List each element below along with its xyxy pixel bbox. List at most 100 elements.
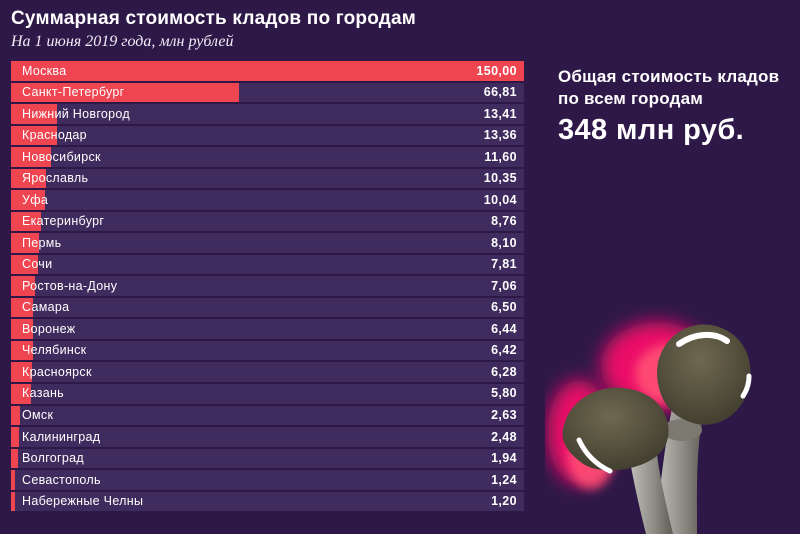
summary-total: 348 млн руб. xyxy=(558,114,745,146)
bar xyxy=(11,448,18,469)
bar-label: Ярославль xyxy=(22,171,89,186)
bar xyxy=(11,427,20,447)
bar xyxy=(11,168,47,189)
bar-value: 2,63 xyxy=(491,408,517,423)
summary-panel: Общая стоимость кладов по всем городам 3… xyxy=(558,66,788,147)
mushroom-right-ring xyxy=(662,419,702,441)
bar-value: 8,76 xyxy=(491,214,517,229)
bar-label: Уфа xyxy=(22,192,49,207)
bar-value: 6,44 xyxy=(491,321,517,336)
bar-value: 13,36 xyxy=(483,128,517,143)
bar xyxy=(11,276,36,296)
bar-row: Калининград 2,48 xyxy=(11,427,524,447)
bar-label: Новосибирск xyxy=(22,149,101,164)
bar xyxy=(11,491,16,512)
bar xyxy=(11,297,34,318)
bar-label: Москва xyxy=(22,63,67,78)
bar-label: Казань xyxy=(22,386,64,401)
bar-label: Краснодар xyxy=(22,128,87,143)
bar-row: Москва 150,00 xyxy=(11,61,524,81)
bar-row: Челябинск 6,42 xyxy=(11,340,524,361)
bar xyxy=(11,61,524,81)
bar-row: Санкт-Петербург 66,81 xyxy=(11,82,524,103)
bar-value: 7,81 xyxy=(491,257,517,272)
bar-label: Сочи xyxy=(22,257,53,272)
bar xyxy=(11,362,33,382)
bar-value: 13,41 xyxy=(483,106,517,121)
mushroom-left xyxy=(562,387,673,534)
bar-row: Самара 6,50 xyxy=(11,297,524,318)
bar-row: Красноярск 6,28 xyxy=(11,362,524,382)
bar-row: Волгоград 1,94 xyxy=(11,448,524,469)
bar-label: Омск xyxy=(22,408,54,423)
bar-value: 11,60 xyxy=(484,149,517,164)
bar-row: Севастополь 1,24 xyxy=(11,470,524,490)
bar-label: Ростов-на-Дону xyxy=(22,278,118,293)
bar-label: Санкт-Петербург xyxy=(22,85,125,100)
bar-row: Уфа 10,04 xyxy=(11,190,524,210)
mushroom-left-stem xyxy=(629,454,673,534)
bar xyxy=(11,233,39,253)
bar-value: 10,04 xyxy=(483,192,517,207)
bar-row: Казань 5,80 xyxy=(11,383,524,404)
bar-value: 7,06 xyxy=(491,278,517,293)
bar-row: Омск 2,63 xyxy=(11,405,524,426)
bar xyxy=(11,470,16,490)
bar xyxy=(11,340,33,361)
bar-value: 150,00 xyxy=(476,63,517,78)
bar xyxy=(11,147,51,167)
bar-label: Калининград xyxy=(22,429,101,444)
bar-value: 8,10 xyxy=(491,235,517,250)
summary-label: Общая стоимость кладов по всем городам xyxy=(558,66,788,110)
bar-row: Пермь 8,10 xyxy=(11,233,524,253)
chart-header: Суммарная стоимость кладов по городам На… xyxy=(11,8,416,51)
bar-label: Волгоград xyxy=(22,451,85,466)
bar-value: 6,50 xyxy=(491,300,517,315)
bar-row: Ярославль 10,35 xyxy=(11,168,524,189)
mushroom-right xyxy=(655,324,752,534)
cap-highlight-small xyxy=(740,373,752,399)
bar-value: 6,42 xyxy=(491,343,517,358)
bar-row: Ростов-на-Дону 7,06 xyxy=(11,276,524,296)
bar-label: Севастополь xyxy=(22,472,101,487)
bar xyxy=(11,319,34,339)
bar-label: Екатеринбург xyxy=(22,214,105,229)
bar xyxy=(11,405,20,426)
bar xyxy=(11,125,57,146)
bar-row: Набережные Челны 1,20 xyxy=(11,491,524,512)
bar-label: Набережные Челны xyxy=(22,494,144,509)
bar-row: Краснодар 13,36 xyxy=(11,125,524,146)
bar-row: Нижний Новгород 13,41 xyxy=(11,104,524,124)
bar-label: Челябинск xyxy=(22,343,87,358)
summary-label-line1: Общая стоимость кладов xyxy=(558,67,780,86)
bar-label: Красноярск xyxy=(22,364,92,379)
bar xyxy=(11,211,41,232)
bar-value: 2,48 xyxy=(491,429,517,444)
mushrooms-illustration xyxy=(547,322,752,534)
cap-highlight xyxy=(676,332,730,347)
bar xyxy=(11,383,31,404)
bar-label: Пермь xyxy=(22,235,62,250)
page-title: Суммарная стоимость кладов по городам xyxy=(11,8,417,29)
bar xyxy=(11,104,57,124)
bar-row: Воронеж 6,44 xyxy=(11,319,524,339)
bar-value: 66,81 xyxy=(483,85,517,100)
bar-row: Екатеринбург 8,76 xyxy=(11,211,524,232)
bar-chart: Москва 150,00 Санкт-Петербург 66,81 Нижний Н… xyxy=(11,61,524,512)
summary-label-line2: по всем городам xyxy=(558,89,703,108)
bar-label: Нижний Новгород xyxy=(22,106,130,121)
bar-label: Самара xyxy=(22,300,70,315)
bar-value: 1,20 xyxy=(491,494,517,509)
mushroom-right-cap xyxy=(657,324,751,425)
bar xyxy=(11,190,46,210)
bar xyxy=(11,254,38,275)
chart-subtitle: На 1 июня 2019 года, млн рублей xyxy=(11,33,234,50)
mushroom-left-cap xyxy=(562,387,669,471)
bar xyxy=(11,82,240,103)
cap-highlight xyxy=(576,437,613,474)
bar-row: Новосибирск 11,60 xyxy=(11,147,524,167)
bar-value: 1,24 xyxy=(491,472,517,487)
bar-label: Воронеж xyxy=(22,321,76,336)
bar-row: Сочи 7,81 xyxy=(11,254,524,275)
